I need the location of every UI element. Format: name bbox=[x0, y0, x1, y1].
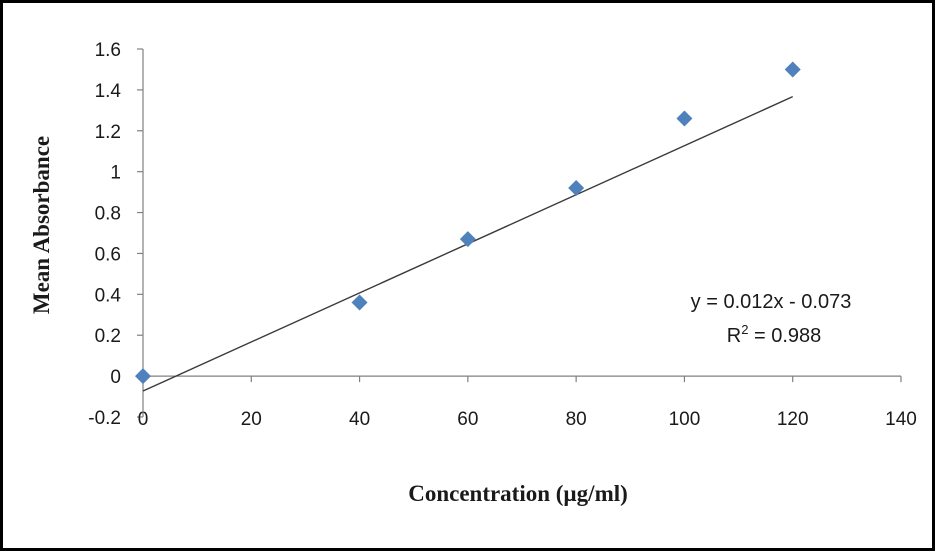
x-tick-label: 140 bbox=[885, 409, 917, 430]
y-tick-label: -0.2 bbox=[88, 408, 121, 429]
y-axis-title: Mean Absorbance bbox=[29, 136, 54, 314]
x-tick-label: 40 bbox=[349, 409, 370, 430]
trendline-equation: y = 0.012x - 0.073 bbox=[691, 291, 852, 313]
x-tick-label: 60 bbox=[457, 409, 478, 430]
data-points bbox=[135, 61, 801, 385]
data-point bbox=[459, 231, 476, 248]
x-tick-label: 80 bbox=[566, 409, 587, 430]
y-tick-label: 1.2 bbox=[95, 122, 121, 143]
y-tick-label: 0.6 bbox=[95, 244, 121, 265]
x-axis-ticks: 0 20 40 60 80 100 120 140 bbox=[138, 376, 917, 430]
data-point bbox=[351, 294, 368, 311]
x-tick-label: 100 bbox=[669, 409, 701, 430]
x-tick-label: 120 bbox=[777, 409, 809, 430]
data-point bbox=[135, 368, 151, 385]
y-tick-label: 1 bbox=[110, 163, 121, 184]
y-tick-label: 0.8 bbox=[95, 204, 121, 225]
scatter-chart: -0.2 0 0.2 0.4 0.6 0.8 1 1.2 1.4 1.6 0 20 40 60 80 100… bbox=[29, 40, 917, 506]
y-tick-label: 0 bbox=[110, 367, 121, 388]
x-tick-label: 20 bbox=[241, 409, 262, 430]
data-point bbox=[784, 61, 801, 78]
x-tick-label: 0 bbox=[138, 409, 149, 430]
y-tick-label: 1.4 bbox=[95, 81, 122, 102]
y-axis-ticks: -0.2 0 0.2 0.4 0.6 0.8 1 1.2 1.4 1.6 bbox=[88, 40, 143, 429]
y-tick-label: 0.2 bbox=[95, 326, 121, 347]
r-squared-exponent: 2 bbox=[741, 322, 748, 337]
data-point bbox=[676, 110, 693, 127]
r-squared-value: = 0.988 bbox=[748, 325, 821, 347]
r-squared-symbol: R bbox=[727, 325, 741, 347]
data-point bbox=[568, 180, 585, 197]
r-squared-label: R2 = 0.988 bbox=[727, 322, 822, 347]
x-axis-title: Concentration (µg/ml) bbox=[408, 481, 628, 506]
y-tick-label: 0.4 bbox=[95, 285, 122, 306]
y-tick-label: 1.6 bbox=[95, 40, 121, 61]
